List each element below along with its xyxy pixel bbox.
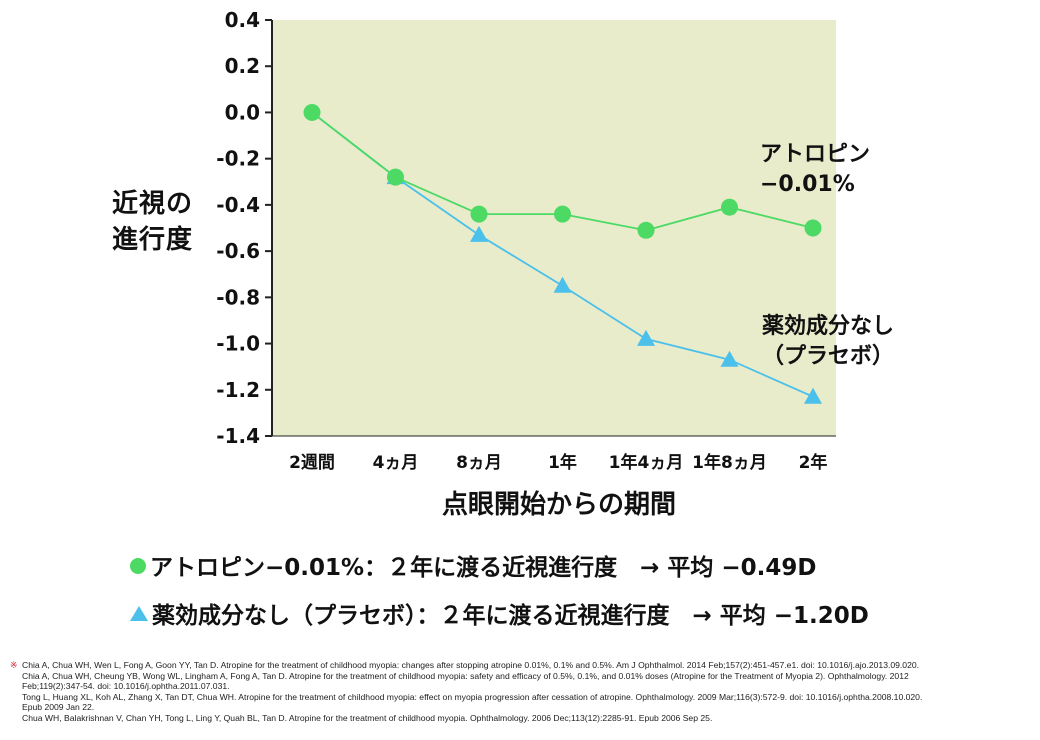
atropine-annotation-line-2: −0.01% <box>760 172 855 197</box>
atropine-summary-text: アトロピン−0.01%：２年に渡る近視進行度 → 平均 −0.49D <box>150 555 817 581</box>
y-axis-label-line-2: 進行度 <box>112 225 194 255</box>
placebo-data-point <box>637 329 655 346</box>
y-tick-label: -0.2 <box>216 147 260 171</box>
reference-line: Chia A, Chua WH, Wen L, Fong A, Goon YY,… <box>22 660 920 670</box>
reference-line: Feb;119(2):347-54. doi: 10.1016/j.ophtha… <box>22 681 230 691</box>
atropine-series-annotation: アトロピン −0.01% <box>760 140 870 200</box>
y-tick-label: -1.0 <box>216 332 260 356</box>
atropine-data-point <box>637 221 655 239</box>
atropine-data-point <box>303 103 321 121</box>
atropine-data-point <box>721 198 738 216</box>
placebo-annotation-line-2: （プラセボ） <box>762 344 895 369</box>
y-axis-label: 近視の 進行度 <box>112 186 193 258</box>
placebo-data-point <box>720 350 739 367</box>
reference-mark-icon: ※ <box>10 660 18 670</box>
placebo-annotation-line-1: 薬効成分なし <box>762 314 895 339</box>
placebo-summary: 薬効成分なし（プラセボ）：２年に渡る近視進行度 → 平均 −1.20D <box>130 596 869 630</box>
atropine-summary: アトロピン−0.01%：２年に渡る近視進行度 → 平均 −0.49D <box>130 548 816 582</box>
blue-triangle-marker-icon <box>130 606 148 621</box>
placebo-data-point <box>553 276 572 293</box>
y-tick-label: 0.2 <box>225 54 260 78</box>
reference-line: Chua WH, Balakrishnan V, Chan YH, Tong L… <box>22 712 713 723</box>
plot-area <box>272 20 836 436</box>
references: ※ Chia A, Chua WH, Wen L, Fong A, Goon Y… <box>10 660 1030 723</box>
atropine-data-point <box>470 205 488 223</box>
line-chart: 0.4 0.2 0.0 -0.2 -0.4 -0.6 -0.8 -1.0 -1.2 -1.4 2週間… <box>216 8 836 473</box>
x-tick-label: 1年8ヵ月 <box>692 452 767 473</box>
y-tick-label: -1.4 <box>216 424 260 448</box>
placebo-series-annotation: 薬効成分なし （プラセボ） <box>762 312 894 372</box>
y-tick-label: -0.8 <box>216 285 260 309</box>
x-axis-title: 点眼開始からの期間 <box>442 490 677 520</box>
placebo-data-point <box>804 387 822 404</box>
reference-line: Chia A, Chua WH, Cheung YB, Wong WL, Lin… <box>22 670 909 681</box>
y-axis-label-line-1: 近視の <box>112 189 194 219</box>
x-tick-label: 2週間 <box>289 453 335 473</box>
x-tick-label: 4ヵ月 <box>373 453 419 473</box>
atropine-data-point <box>387 168 404 186</box>
x-tick-label: 8ヵ月 <box>456 453 502 473</box>
atropine-annotation-line-1: アトロピン <box>760 142 871 167</box>
y-tick-label: 0.0 <box>225 100 260 124</box>
x-tick-label: 1年4ヵ月 <box>609 452 684 473</box>
atropine-data-point <box>554 205 571 223</box>
placebo-summary-text: 薬効成分なし（プラセボ）：２年に渡る近視進行度 → 平均 −1.20D <box>152 603 869 629</box>
y-tick-label: -1.2 <box>216 378 260 402</box>
y-tick-label: 0.4 <box>225 8 260 32</box>
x-tick-label: 1年 <box>548 452 577 473</box>
reference-line: Epub 2009 Jan 22. <box>22 702 95 712</box>
atropine-data-point <box>804 219 822 237</box>
x-tick-label: 2年 <box>799 452 828 473</box>
y-tick-label: -0.6 <box>216 239 260 263</box>
y-tick-label: -0.4 <box>216 193 260 217</box>
placebo-data-point <box>470 225 488 242</box>
reference-line: Tong L, Huang XL, Koh AL, Zhang X, Tan D… <box>22 691 923 702</box>
green-circle-marker-icon <box>130 558 146 574</box>
